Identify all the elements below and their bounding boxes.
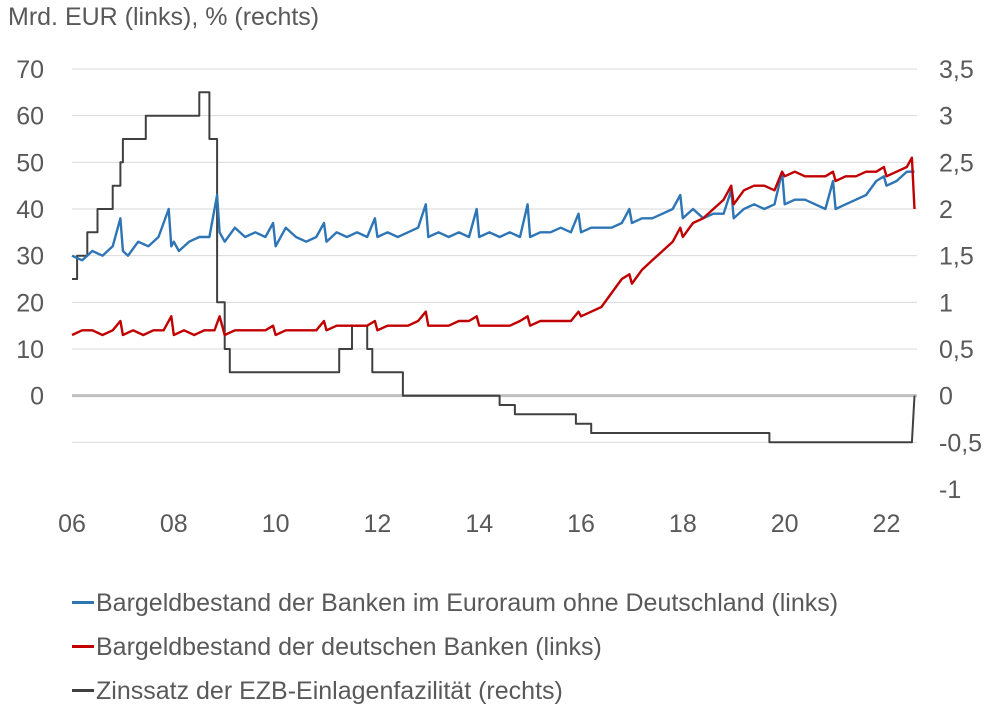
x-tick-label: 18	[669, 510, 697, 538]
x-tick-label: 08	[160, 510, 188, 538]
right-tick-label: 2	[939, 196, 953, 224]
right-tick-label: -0,5	[939, 429, 982, 457]
right-tick-label: 2,5	[939, 149, 974, 177]
series-line-euro-area	[71, 170, 915, 262]
legend: Bargeldbestand der Banken im Euroraum oh…	[72, 588, 838, 720]
left-tick-label: 0	[30, 383, 44, 411]
x-tick-label: 20	[771, 510, 799, 538]
legend-item-rate: Zinssatz der EZB-Einlagenfazilität (rech…	[72, 676, 838, 720]
left-tick-label: 20	[16, 289, 44, 317]
legend-label-rate: Zinssatz der EZB-Einlagenfazilität (rech…	[96, 677, 563, 705]
gridlines	[72, 68, 917, 443]
right-tick-label: 0,5	[939, 336, 974, 364]
legend-label-euro-area: Bargeldbestand der Banken im Euroraum oh…	[96, 589, 839, 617]
right-tick-label: 3,5	[939, 56, 974, 84]
left-axis-ticks: 70 60 50 40 30 20 10 0	[16, 56, 44, 411]
x-tick-label: 14	[465, 510, 493, 538]
left-tick-label: 10	[16, 336, 44, 364]
right-axis-ticks: 3,5 3 2,5 2 1,5 1 0,5 0 -0,5 -1	[939, 56, 982, 504]
x-tick-label: 22	[873, 510, 901, 538]
legend-item-euro-area: Bargeldbestand der Banken im Euroraum oh…	[72, 588, 838, 632]
legend-swatch-germany	[72, 644, 94, 648]
legend-swatch-euro-area	[72, 600, 94, 604]
left-tick-label: 60	[16, 103, 44, 131]
right-tick-label: 1,5	[939, 243, 974, 271]
x-tick-label: 10	[262, 510, 290, 538]
left-tick-label: 40	[16, 196, 44, 224]
left-tick-label: 30	[16, 243, 44, 271]
left-tick-label: 70	[16, 56, 44, 84]
x-tick-label: 16	[567, 510, 595, 538]
legend-swatch-rate	[72, 688, 94, 692]
series-line-rate	[72, 91, 916, 444]
x-axis-ticks: 06 08 10 12 14 16 18 20 22	[58, 510, 900, 538]
x-tick-label: 06	[58, 510, 86, 538]
right-tick-label: 1	[939, 289, 953, 317]
series-lines	[71, 91, 916, 444]
legend-item-germany: Bargeldbestand der deutschen Banken (lin…	[72, 632, 838, 676]
x-tick-label: 12	[364, 510, 392, 538]
legend-label-germany: Bargeldbestand der deutschen Banken (lin…	[96, 633, 602, 661]
right-tick-label: 0	[939, 383, 953, 411]
left-tick-label: 50	[16, 149, 44, 177]
series-line-germany	[71, 156, 916, 337]
axis-units-label: Mrd. EUR (links), % (rechts)	[8, 3, 320, 31]
right-tick-label: -1	[939, 476, 961, 504]
right-tick-label: 3	[939, 103, 953, 131]
